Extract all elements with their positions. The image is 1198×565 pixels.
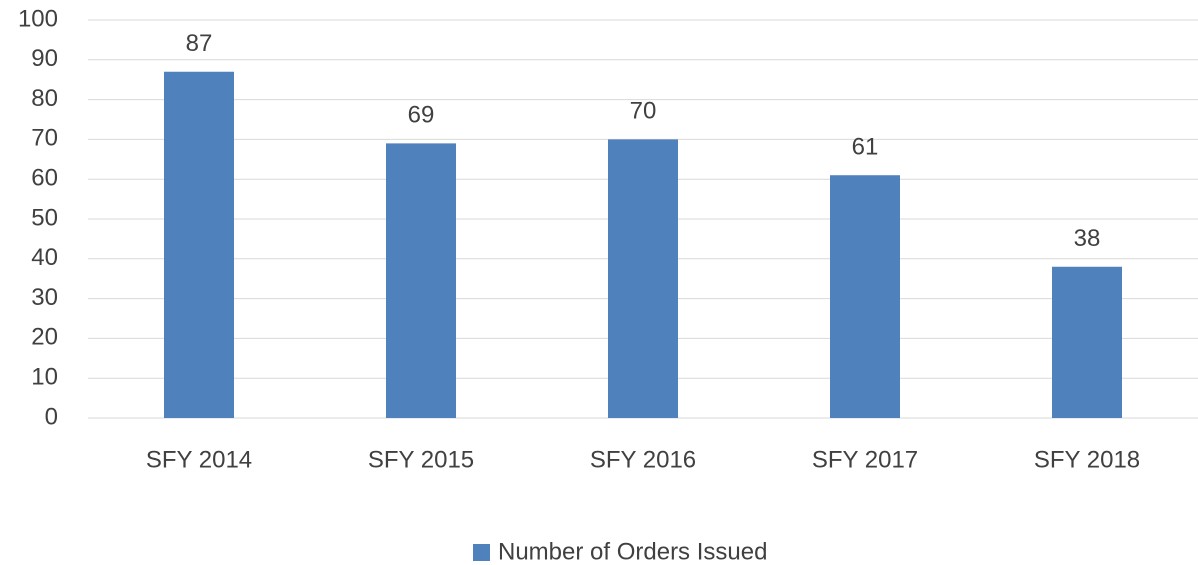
data-label: 61 [852,134,879,161]
data-label: 70 [630,98,657,125]
y-tick-label: 80 [31,85,58,112]
bar [386,143,456,418]
data-label: 69 [408,102,435,129]
y-tick-label: 60 [31,165,58,192]
x-tick-label: SFY 2017 [812,446,918,473]
bar [830,175,900,418]
y-tick-label: 10 [31,364,58,391]
x-tick-label: SFY 2018 [1034,446,1140,473]
data-label: 38 [1074,225,1101,252]
legend-swatch [473,544,490,561]
y-tick-label: 90 [31,45,58,72]
bar [1052,266,1122,418]
bar [608,139,678,418]
y-tick-label: 20 [31,324,58,351]
y-tick-label: 30 [31,284,58,311]
y-tick-label: 40 [31,244,58,271]
x-tick-label: SFY 2016 [590,446,696,473]
data-label: 87 [186,30,213,57]
y-tick-label: 0 [45,403,58,430]
y-tick-label: 50 [31,204,58,231]
y-tick-label: 100 [18,5,58,32]
x-tick-label: SFY 2014 [146,446,252,473]
x-tick-label: SFY 2015 [368,446,474,473]
legend-label: Number of Orders Issued [498,538,767,565]
bar [164,71,234,419]
y-tick-label: 70 [31,125,58,152]
